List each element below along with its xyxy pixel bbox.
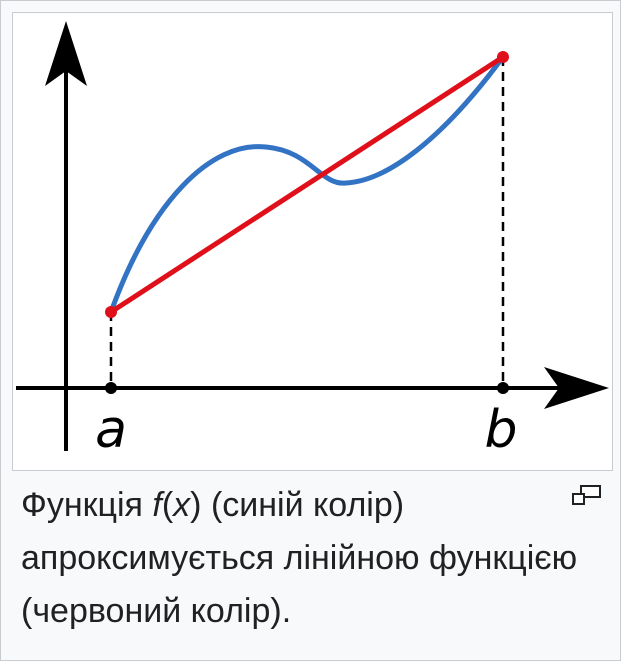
figure-caption: Функція f(x) (синій колір) апроксимуєтьс… (21, 479, 581, 638)
point-fa (105, 306, 117, 318)
label-a: a (95, 400, 127, 460)
caption-paren: ( (161, 486, 174, 524)
caption-f: f (152, 486, 162, 524)
diagram-svg: a b (16, 21, 609, 460)
caption-text-rest: ) (синій колір) апроксимується лінійною … (21, 486, 578, 630)
point-b (497, 382, 509, 394)
point-a (105, 382, 117, 394)
label-b: b (484, 400, 517, 460)
function-curve (108, 55, 506, 313)
caption-text: Функція (21, 486, 153, 524)
x-axis-arrow (544, 367, 609, 409)
point-fb (497, 51, 509, 63)
caption-x: x (173, 486, 191, 524)
magnify-clip-icon[interactable] (572, 485, 602, 505)
figure-image[interactable]: a b (12, 12, 613, 471)
y-axis-arrow (45, 21, 87, 86)
linear-approximation (109, 54, 505, 315)
